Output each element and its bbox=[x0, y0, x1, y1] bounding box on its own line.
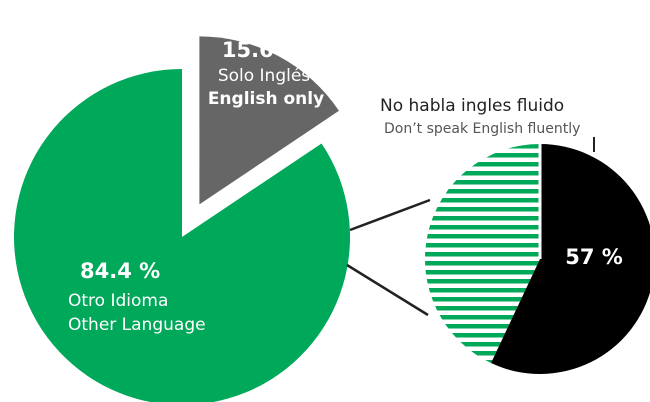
slice-value-english-only: 15.6 % bbox=[222, 38, 302, 62]
slice-label-english-only-es: Solo Inglés bbox=[218, 66, 310, 86]
slice-label-other-language-en: Other Language bbox=[68, 315, 206, 335]
slice-value-other-language: 84.4 % bbox=[80, 259, 160, 283]
pie-slice-not-fluent bbox=[491, 144, 650, 374]
connector-line-bottom bbox=[346, 263, 429, 317]
pie-slice-english-only bbox=[199, 36, 339, 205]
connector-line-top bbox=[349, 198, 431, 232]
slice-label-other-language-es: Otro Idioma bbox=[68, 291, 168, 311]
callout-label-es: No habla ingles fluido bbox=[380, 96, 564, 116]
pie-slice-remaining-striped bbox=[424, 144, 540, 364]
connector-lines bbox=[346, 137, 595, 317]
detail-pie bbox=[424, 144, 650, 374]
slice-label-english-only-en: English only bbox=[208, 89, 324, 109]
main-pie bbox=[14, 36, 350, 402]
pie-slice-other-language bbox=[14, 69, 350, 402]
slice-value-not-fluent: 57 % bbox=[565, 245, 623, 269]
callout-label-en: Don’t speak English fluently bbox=[384, 121, 580, 137]
